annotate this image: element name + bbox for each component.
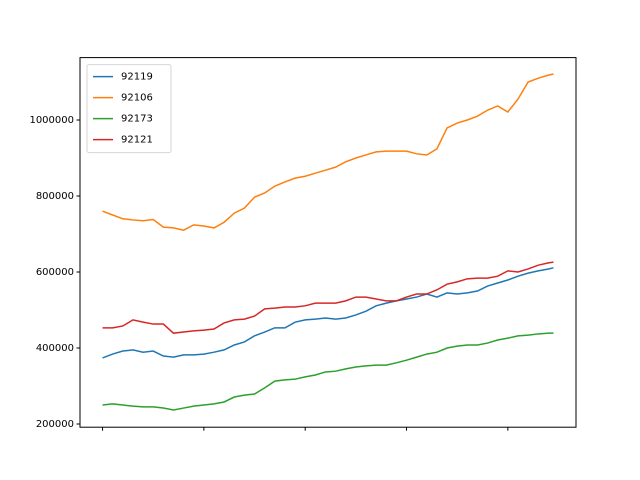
legend-label: 92119 bbox=[121, 72, 153, 83]
y-tick-label: 1000000 bbox=[29, 115, 74, 126]
legend-label: 92106 bbox=[121, 93, 153, 104]
legend-box bbox=[86, 64, 172, 154]
legend-label: 92121 bbox=[121, 135, 153, 146]
series-line bbox=[102, 261, 554, 334]
y-tick-label: 400000 bbox=[36, 343, 74, 354]
plot-frame bbox=[79, 57, 577, 428]
y-tick-label: 200000 bbox=[36, 419, 74, 430]
y-tick-label: 600000 bbox=[36, 267, 74, 278]
y-tick-label: 800000 bbox=[36, 191, 74, 202]
series-line bbox=[102, 73, 554, 231]
series-line bbox=[102, 267, 554, 359]
legend-label: 92173 bbox=[121, 114, 153, 125]
series-line bbox=[102, 332, 554, 411]
